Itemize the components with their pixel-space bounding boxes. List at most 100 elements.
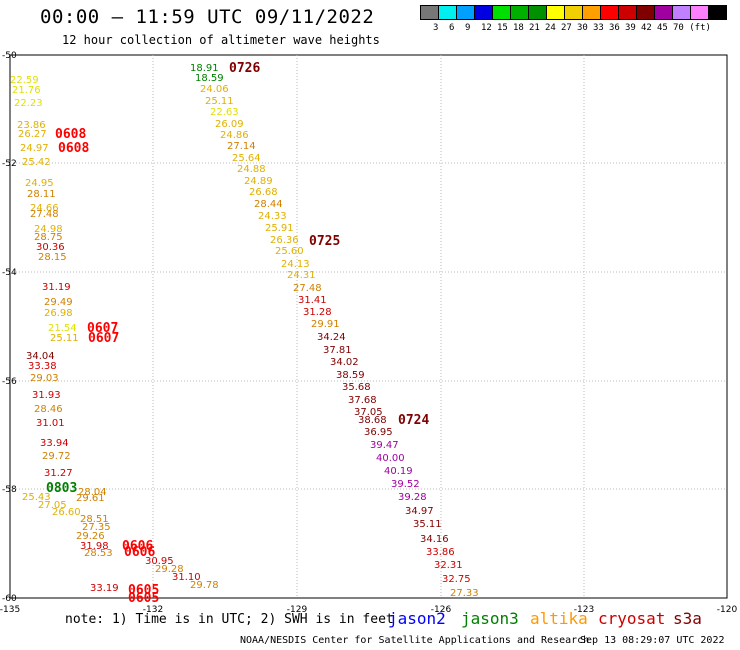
legend-label: 9 — [465, 23, 471, 33]
legend-swatch — [708, 5, 727, 20]
swh-value: 26.60 — [52, 507, 81, 518]
swh-value: 29.03 — [30, 373, 59, 384]
swh-value: 26.09 — [215, 119, 244, 130]
legend-label: 12 — [481, 23, 492, 33]
satellite-label-altika: altika — [530, 609, 588, 628]
swh-value: 31.98 — [80, 541, 109, 552]
swh-value: 37.05 — [354, 407, 383, 418]
legend-labels: 3 6 9 12 15 18 21 24 27 30 33 36 39 42 45 70 (ft) — [421, 23, 740, 37]
swh-value: 25.91 — [265, 223, 294, 234]
x-tick-label: -132 — [143, 605, 163, 615]
swh-value: 35.68 — [342, 382, 371, 393]
x-tick-label: -126 — [431, 605, 452, 615]
swh-value: 28.44 — [254, 199, 283, 210]
swh-value: 29.91 — [311, 319, 340, 330]
swh-value: 34.04 — [26, 351, 55, 362]
legend-swatches — [420, 5, 727, 20]
swh-value: 36.95 — [364, 427, 393, 438]
swh-value: 25.11 — [50, 333, 79, 344]
swh-value: 24.31 — [287, 270, 316, 281]
swh-value: 40.00 — [376, 453, 405, 464]
legend-label: 21 — [529, 23, 540, 33]
legend-label: 45 — [657, 23, 668, 33]
color-legend: 3 6 9 12 15 18 21 24 27 30 33 36 39 42 45 70 (ft) — [420, 5, 727, 33]
swh-value: 29.72 — [42, 451, 71, 462]
legend-label: 39 — [625, 23, 636, 33]
swh-value: 27.48 — [293, 283, 322, 294]
swh-value: 28.04 — [78, 487, 107, 498]
y-tick-label: -52 — [2, 159, 17, 169]
pass-time-label: 0724 — [398, 413, 429, 428]
pass-time-label: 0607 — [87, 321, 118, 336]
map-grid — [9, 54, 728, 599]
swh-value: 31.41 — [298, 295, 327, 306]
swh-value: 34.02 — [330, 357, 359, 368]
swh-value: 33.86 — [426, 547, 455, 558]
swh-value: 32.31 — [434, 560, 463, 571]
swh-value: 25.60 — [275, 246, 304, 257]
swh-value: 38.59 — [336, 370, 365, 381]
swh-value: 27.48 — [30, 209, 59, 220]
legend-label: 3 — [433, 23, 439, 33]
swh-value: 28.11 — [27, 189, 56, 200]
swh-value: 33.19 — [90, 583, 119, 594]
swh-value: 24.13 — [281, 259, 310, 270]
generated-timestamp: Sep 13 08:29:07 UTC 2022 — [580, 635, 725, 646]
pass-time-label: 0606 — [124, 545, 155, 560]
satellite-label-jason2: jason2 — [388, 609, 446, 628]
swh-value: 28.15 — [38, 252, 67, 263]
swh-value: 28.51 — [80, 514, 109, 525]
swh-value: 31.93 — [32, 390, 61, 401]
swh-value: 24.88 — [237, 164, 266, 175]
swh-value: 31.19 — [42, 282, 71, 293]
x-tick-label: -129 — [287, 605, 308, 615]
swh-value: 31.01 — [36, 418, 65, 429]
swh-value: 27.05 — [38, 500, 67, 511]
legend-label: 33 — [593, 23, 604, 33]
y-tick-label: -58 — [2, 485, 17, 495]
swh-value: 33.38 — [28, 361, 57, 372]
swh-value: 29.26 — [76, 531, 105, 542]
legend-label: 24 — [545, 23, 556, 33]
swh-value: 27.33 — [450, 588, 479, 599]
swh-value: 24.33 — [258, 211, 287, 222]
swh-value: 39.28 — [398, 492, 427, 503]
swh-value: 21.76 — [12, 85, 41, 96]
observation-values: 18.9118.5924.0625.1122.6326.0924.8627.14… — [10, 63, 479, 599]
swh-value: 35.11 — [413, 519, 442, 530]
swh-value: 25.42 — [22, 157, 51, 168]
legend-label: 70 (ft) — [673, 23, 711, 33]
satellite-label-jason3: jason3 — [461, 609, 519, 628]
legend-label: 42 — [641, 23, 652, 33]
swh-value: 29.61 — [76, 493, 105, 504]
swh-value: 24.66 — [30, 203, 59, 214]
swh-value: 30.36 — [36, 242, 65, 253]
swh-value: 28.75 — [34, 232, 63, 243]
swh-value: 37.68 — [348, 395, 377, 406]
y-tick-label: -50 — [2, 51, 17, 61]
pass-time-label: 0725 — [309, 234, 340, 249]
swh-value: 26.36 — [270, 235, 299, 246]
swh-value: 26.98 — [44, 308, 73, 319]
pass-time-label: 0606 — [122, 539, 153, 554]
swh-value: 24.97 — [20, 143, 49, 154]
swh-value: 38.68 — [358, 415, 387, 426]
swh-value: 34.16 — [420, 534, 449, 545]
pass-time-label: 0803 — [46, 481, 77, 496]
y-tick-label: -60 — [2, 594, 17, 604]
swh-value: 22.59 — [10, 75, 39, 86]
swh-value: 28.46 — [34, 404, 63, 415]
swh-value: 23.86 — [17, 120, 46, 131]
swh-value: 18.59 — [195, 73, 224, 84]
legend-label: 18 — [513, 23, 524, 33]
pass-time-label: 0605 — [128, 591, 159, 606]
swh-value: 28.53 — [84, 548, 113, 559]
swh-value: 25.43 — [22, 492, 51, 503]
legend-label: 15 — [497, 23, 508, 33]
swh-value: 33.94 — [40, 438, 69, 449]
swh-value: 26.68 — [249, 187, 278, 198]
swh-value: 29.28 — [155, 564, 184, 575]
x-tick-label: -135 — [0, 605, 20, 615]
swh-value: 26.27 — [18, 129, 47, 140]
